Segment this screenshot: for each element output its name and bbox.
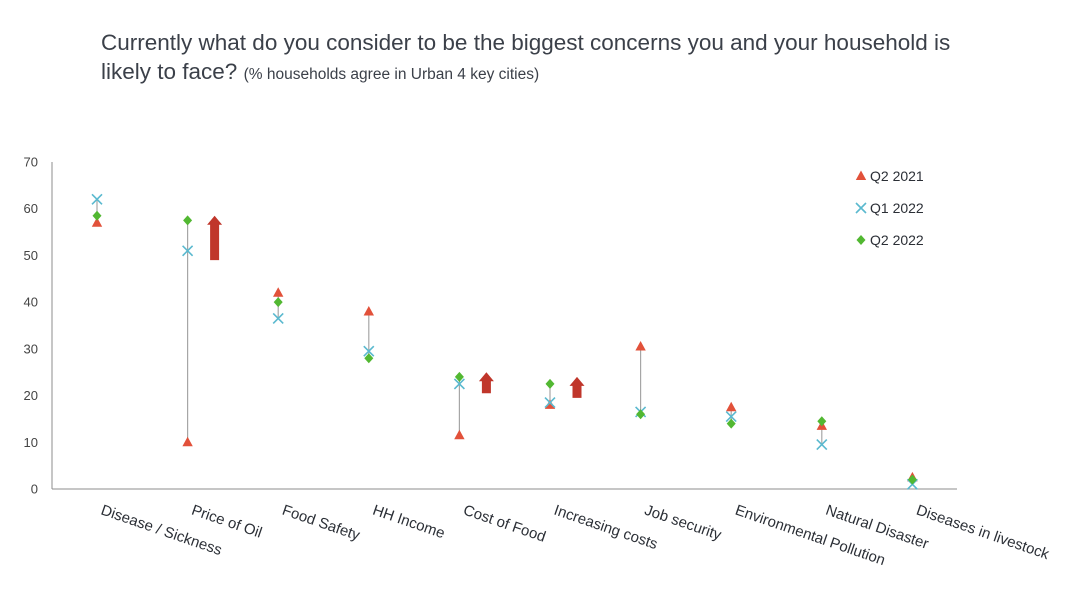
point-q2-2022	[726, 418, 736, 429]
x-category-label: Diseases in livestock	[914, 502, 1052, 564]
up-arrow	[478, 372, 494, 394]
y-tick-label: 0	[31, 482, 38, 497]
point-q2-2021	[273, 287, 284, 297]
change-arrows	[207, 215, 585, 398]
point-q2-2022	[454, 371, 464, 382]
y-tick-label: 20	[24, 388, 38, 403]
x-category-label: Food Safety	[280, 502, 362, 545]
point-q1-2022	[725, 411, 737, 423]
chart-title-sub: (% households agree in Urban 4 key citie…	[243, 66, 540, 83]
legend-label-q2-2022: Q2 2022	[870, 232, 924, 248]
point-q2-2021	[635, 341, 646, 351]
range-lines	[96, 199, 914, 485]
point-q2-2022	[907, 474, 917, 485]
chart-title-main: Currently what do you consider to be the…	[101, 30, 951, 84]
point-q1-2022	[453, 378, 465, 390]
legend: Q2 2021 Q1 2022 Q2 2022	[855, 168, 924, 248]
y-tick-label: 60	[24, 201, 38, 216]
point-q2-2022	[817, 416, 827, 427]
chart-title: Currently what do you consider to be the…	[101, 28, 1001, 89]
point-q1-2022	[363, 345, 375, 357]
legend-marker-q2-2021	[855, 170, 867, 180]
point-q2-2021	[91, 217, 103, 227]
data-points	[91, 193, 918, 490]
up-arrow	[569, 376, 585, 398]
point-q1-2022	[272, 312, 284, 325]
point-q2-2022	[545, 378, 555, 389]
y-tick-label: 40	[24, 295, 38, 310]
point-q1-2022	[182, 245, 194, 257]
point-q1-2022	[816, 439, 828, 451]
point-q2-2021	[544, 399, 556, 409]
legend-marker-q2-2022	[856, 235, 866, 245]
y-tick-label: 50	[24, 248, 38, 263]
point-q1-2022	[91, 193, 103, 205]
legend-label-q2-2021: Q2 2021	[870, 168, 924, 184]
x-category-label: Environmental Pollution	[733, 502, 888, 569]
point-q2-2021	[726, 401, 737, 412]
point-q2-2021	[363, 305, 374, 316]
y-tick-label: 10	[24, 435, 38, 450]
x-category-label: Increasing costs	[552, 502, 660, 553]
point-q2-2021	[182, 436, 193, 447]
x-category-label: HH Income	[370, 502, 446, 543]
legend-label-q1-2022: Q1 2022	[870, 200, 924, 216]
y-tick-label: 30	[24, 341, 38, 356]
y-tick-label: 70	[24, 155, 38, 170]
point-q2-2022	[92, 210, 102, 221]
point-q2-2021	[454, 429, 465, 440]
point-q2-2022	[364, 353, 374, 364]
point-q1-2022	[544, 397, 556, 409]
point-q2-2022	[636, 409, 646, 420]
legend-marker-q1-2022	[855, 202, 867, 214]
up-arrow	[207, 215, 223, 261]
point-q2-2022	[273, 297, 283, 308]
point-q2-2022	[183, 215, 193, 226]
x-category-label: Cost of Food	[461, 502, 548, 546]
